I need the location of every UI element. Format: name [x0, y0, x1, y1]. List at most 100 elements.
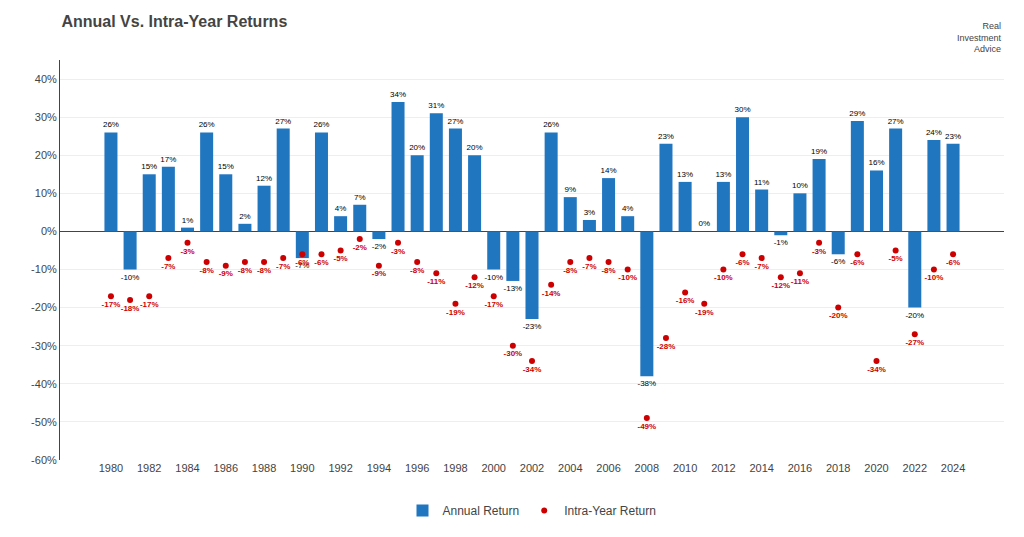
svg-text:26%: 26% — [313, 120, 329, 129]
svg-text:19%: 19% — [811, 147, 827, 156]
svg-text:0%: 0% — [41, 225, 57, 237]
svg-text:-49%: -49% — [637, 422, 656, 431]
svg-text:9%: 9% — [564, 185, 576, 194]
svg-text:2006: 2006 — [596, 462, 620, 474]
svg-text:Annual Vs. Intra-Year Returns: Annual Vs. Intra-Year Returns — [61, 13, 287, 30]
svg-text:-3%: -3% — [812, 247, 826, 256]
svg-text:-6%: -6% — [850, 258, 864, 267]
svg-text:-17%: -17% — [102, 300, 121, 309]
svg-text:2%: 2% — [239, 212, 251, 221]
svg-text:4%: 4% — [622, 204, 634, 213]
svg-text:-5%: -5% — [333, 254, 347, 263]
svg-text:-8%: -8% — [200, 266, 214, 275]
svg-text:10%: 10% — [792, 181, 808, 190]
svg-text:1%: 1% — [182, 216, 194, 225]
svg-text:-10%: -10% — [618, 273, 637, 282]
svg-text:13%: 13% — [677, 170, 693, 179]
svg-text:-8%: -8% — [410, 266, 424, 275]
svg-text:-28%: -28% — [657, 342, 676, 351]
svg-text:Annual Return: Annual Return — [443, 504, 520, 518]
svg-text:1998: 1998 — [443, 462, 467, 474]
svg-text:-12%: -12% — [465, 281, 484, 290]
svg-text:16%: 16% — [868, 158, 884, 167]
svg-text:26%: 26% — [199, 120, 215, 129]
svg-text:-50%: -50% — [31, 416, 57, 428]
svg-text:-9%: -9% — [372, 269, 386, 278]
svg-text:27%: 27% — [275, 117, 291, 126]
svg-text:-30%: -30% — [504, 349, 523, 358]
svg-text:29%: 29% — [849, 109, 865, 118]
svg-text:-30%: -30% — [31, 340, 57, 352]
svg-text:-23%: -23% — [523, 322, 542, 331]
svg-text:-17%: -17% — [140, 300, 159, 309]
svg-text:20%: 20% — [35, 149, 57, 161]
svg-text:-16%: -16% — [676, 296, 695, 305]
svg-text:27%: 27% — [888, 117, 904, 126]
svg-text:-2%: -2% — [372, 242, 386, 251]
svg-text:2024: 2024 — [941, 462, 965, 474]
svg-text:1990: 1990 — [290, 462, 314, 474]
svg-text:24%: 24% — [926, 128, 942, 137]
svg-text:20%: 20% — [467, 143, 483, 152]
svg-text:30%: 30% — [735, 105, 751, 114]
svg-text:13%: 13% — [715, 170, 731, 179]
svg-text:1996: 1996 — [405, 462, 429, 474]
svg-text:-9%: -9% — [219, 269, 233, 278]
svg-text:-11%: -11% — [791, 277, 809, 286]
svg-text:0%: 0% — [698, 219, 710, 228]
svg-text:-8%: -8% — [257, 266, 271, 275]
svg-text:3%: 3% — [584, 208, 596, 217]
svg-text:2012: 2012 — [711, 462, 735, 474]
svg-text:7%: 7% — [354, 193, 366, 202]
svg-text:1986: 1986 — [214, 462, 238, 474]
svg-text:2008: 2008 — [635, 462, 659, 474]
svg-text:-20%: -20% — [905, 311, 924, 320]
svg-text:10%: 10% — [35, 187, 57, 199]
svg-text:1982: 1982 — [137, 462, 161, 474]
svg-text:-20%: -20% — [31, 301, 57, 313]
svg-text:-7%: -7% — [582, 262, 596, 271]
svg-text:12%: 12% — [256, 174, 272, 183]
svg-text:-10%: -10% — [121, 273, 140, 282]
svg-text:-8%: -8% — [601, 266, 615, 275]
svg-text:-12%: -12% — [771, 281, 790, 290]
svg-text:2018: 2018 — [826, 462, 850, 474]
svg-text:-20%: -20% — [829, 311, 848, 320]
svg-text:17%: 17% — [160, 155, 176, 164]
svg-text:-3%: -3% — [391, 247, 405, 256]
svg-text:-40%: -40% — [31, 378, 57, 390]
svg-text:4%: 4% — [335, 204, 347, 213]
svg-text:-10%: -10% — [484, 273, 503, 282]
svg-text:-6%: -6% — [295, 258, 309, 267]
svg-text:-34%: -34% — [523, 365, 542, 374]
svg-text:31%: 31% — [428, 101, 444, 110]
svg-text:1992: 1992 — [328, 462, 352, 474]
svg-text:27%: 27% — [447, 117, 463, 126]
svg-text:-6%: -6% — [946, 258, 960, 267]
svg-text:-2%: -2% — [353, 243, 367, 252]
svg-text:30%: 30% — [35, 111, 57, 123]
svg-text:-8%: -8% — [563, 266, 577, 275]
svg-text:11%: 11% — [754, 178, 769, 187]
svg-text:2014: 2014 — [749, 462, 773, 474]
svg-text:2004: 2004 — [558, 462, 582, 474]
svg-text:15%: 15% — [218, 162, 234, 171]
svg-text:1988: 1988 — [252, 462, 276, 474]
svg-text:34%: 34% — [390, 90, 406, 99]
svg-text:23%: 23% — [945, 132, 961, 141]
svg-text:-6%: -6% — [735, 258, 749, 267]
svg-text:20%: 20% — [409, 143, 425, 152]
svg-text:-7%: -7% — [276, 262, 290, 271]
svg-text:-10%: -10% — [31, 263, 57, 275]
svg-text:-6%: -6% — [314, 258, 328, 267]
svg-text:2022: 2022 — [903, 462, 927, 474]
svg-text:Intra-Year Return: Intra-Year Return — [564, 504, 656, 518]
svg-text:-1%: -1% — [774, 238, 788, 247]
svg-text:-7%: -7% — [295, 261, 309, 270]
svg-text:-13%: -13% — [504, 284, 523, 293]
svg-text:-19%: -19% — [695, 308, 714, 317]
svg-text:-10%: -10% — [925, 273, 944, 282]
svg-text:1984: 1984 — [175, 462, 199, 474]
svg-text:2020: 2020 — [864, 462, 888, 474]
svg-text:-5%: -5% — [889, 254, 903, 263]
